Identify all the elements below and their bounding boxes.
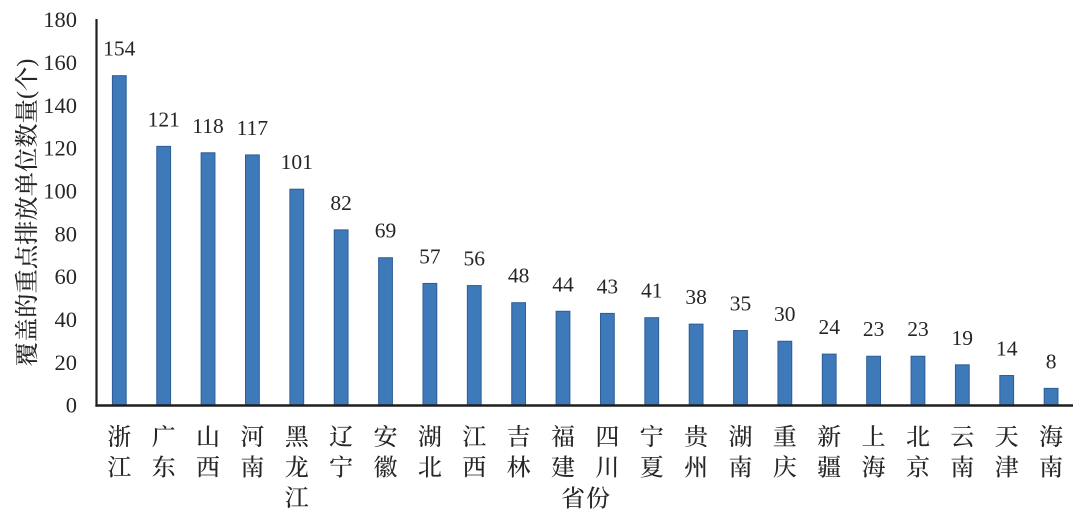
svg-text:180: 180 — [43, 7, 77, 32]
svg-text:117: 117 — [237, 116, 269, 140]
svg-text:154: 154 — [103, 37, 136, 61]
svg-text:20: 20 — [55, 350, 78, 375]
svg-text:140: 140 — [43, 93, 77, 118]
svg-text:82: 82 — [330, 191, 352, 215]
svg-text:38: 38 — [685, 285, 707, 309]
svg-text:101: 101 — [281, 150, 313, 174]
svg-text:121: 121 — [148, 107, 180, 131]
svg-text:69: 69 — [375, 219, 397, 243]
svg-text:60: 60 — [55, 264, 78, 289]
svg-text:8: 8 — [1046, 349, 1057, 373]
svg-text:(: ( — [13, 91, 40, 99]
svg-text:43: 43 — [597, 274, 619, 298]
svg-text:160: 160 — [43, 50, 77, 75]
svg-text:24: 24 — [818, 315, 840, 339]
svg-text:0: 0 — [66, 393, 77, 418]
svg-text:56: 56 — [464, 247, 486, 271]
svg-text:44: 44 — [552, 272, 574, 296]
svg-text:100: 100 — [43, 179, 77, 204]
svg-text:14: 14 — [996, 337, 1018, 361]
svg-text:19: 19 — [952, 326, 974, 350]
svg-text:80: 80 — [55, 221, 78, 246]
svg-text:30: 30 — [774, 302, 796, 326]
svg-text:): ) — [13, 59, 40, 67]
svg-text:23: 23 — [907, 317, 929, 341]
svg-text:41: 41 — [641, 279, 663, 303]
svg-text:120: 120 — [43, 136, 77, 161]
svg-text:48: 48 — [508, 264, 530, 288]
svg-text:57: 57 — [419, 244, 441, 268]
svg-text:40: 40 — [55, 307, 78, 332]
svg-text:35: 35 — [730, 292, 752, 316]
svg-text:23: 23 — [863, 317, 885, 341]
svg-text:118: 118 — [192, 114, 223, 138]
